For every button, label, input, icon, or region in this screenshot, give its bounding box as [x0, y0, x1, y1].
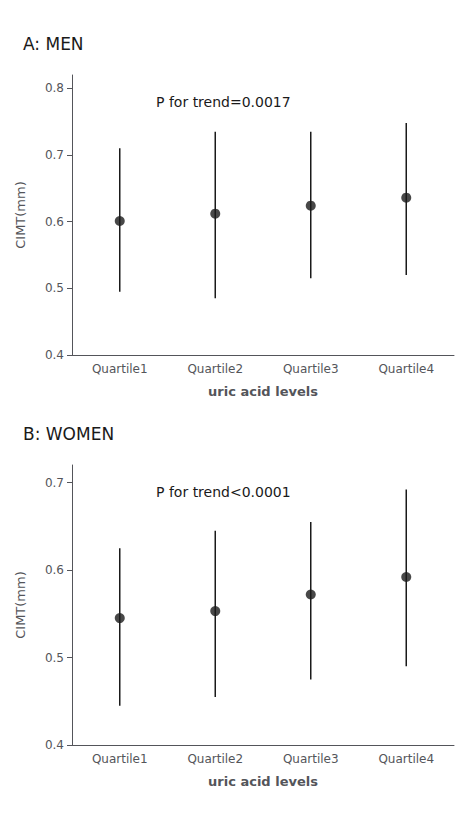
svg-text:P for trend=0.0017: P for trend=0.0017: [156, 94, 291, 110]
svg-text:0.8: 0.8: [45, 81, 64, 95]
svg-text:0.4: 0.4: [45, 738, 64, 752]
svg-text:0.5: 0.5: [45, 651, 64, 665]
svg-text:uric acid levels: uric acid levels: [208, 774, 318, 789]
svg-text:0.7: 0.7: [45, 476, 64, 490]
svg-text:uric acid levels: uric acid levels: [208, 384, 318, 399]
svg-text:Quartile4: Quartile4: [378, 362, 434, 376]
svg-text:Quartile2: Quartile2: [187, 752, 243, 766]
svg-text:0.6: 0.6: [45, 215, 64, 229]
svg-text:Quartile3: Quartile3: [283, 752, 339, 766]
svg-text:P for trend<0.0001: P for trend<0.0001: [156, 484, 291, 500]
svg-text:Quartile1: Quartile1: [92, 752, 148, 766]
svg-text:CIMT(mm): CIMT(mm): [13, 181, 28, 249]
svg-text:Quartile1: Quartile1: [92, 362, 148, 376]
svg-text:0.7: 0.7: [45, 148, 64, 162]
svg-text:0.4: 0.4: [45, 348, 64, 362]
svg-text:A: MEN: A: MEN: [23, 34, 84, 54]
svg-text:Quartile4: Quartile4: [378, 752, 434, 766]
svg-text:CIMT(mm): CIMT(mm): [13, 571, 28, 639]
svg-text:0.5: 0.5: [45, 281, 64, 295]
svg-text:0.6: 0.6: [45, 563, 64, 577]
svg-text:Quartile3: Quartile3: [283, 362, 339, 376]
svg-text:B: WOMEN: B: WOMEN: [23, 424, 114, 444]
svg-text:Quartile2: Quartile2: [187, 362, 243, 376]
